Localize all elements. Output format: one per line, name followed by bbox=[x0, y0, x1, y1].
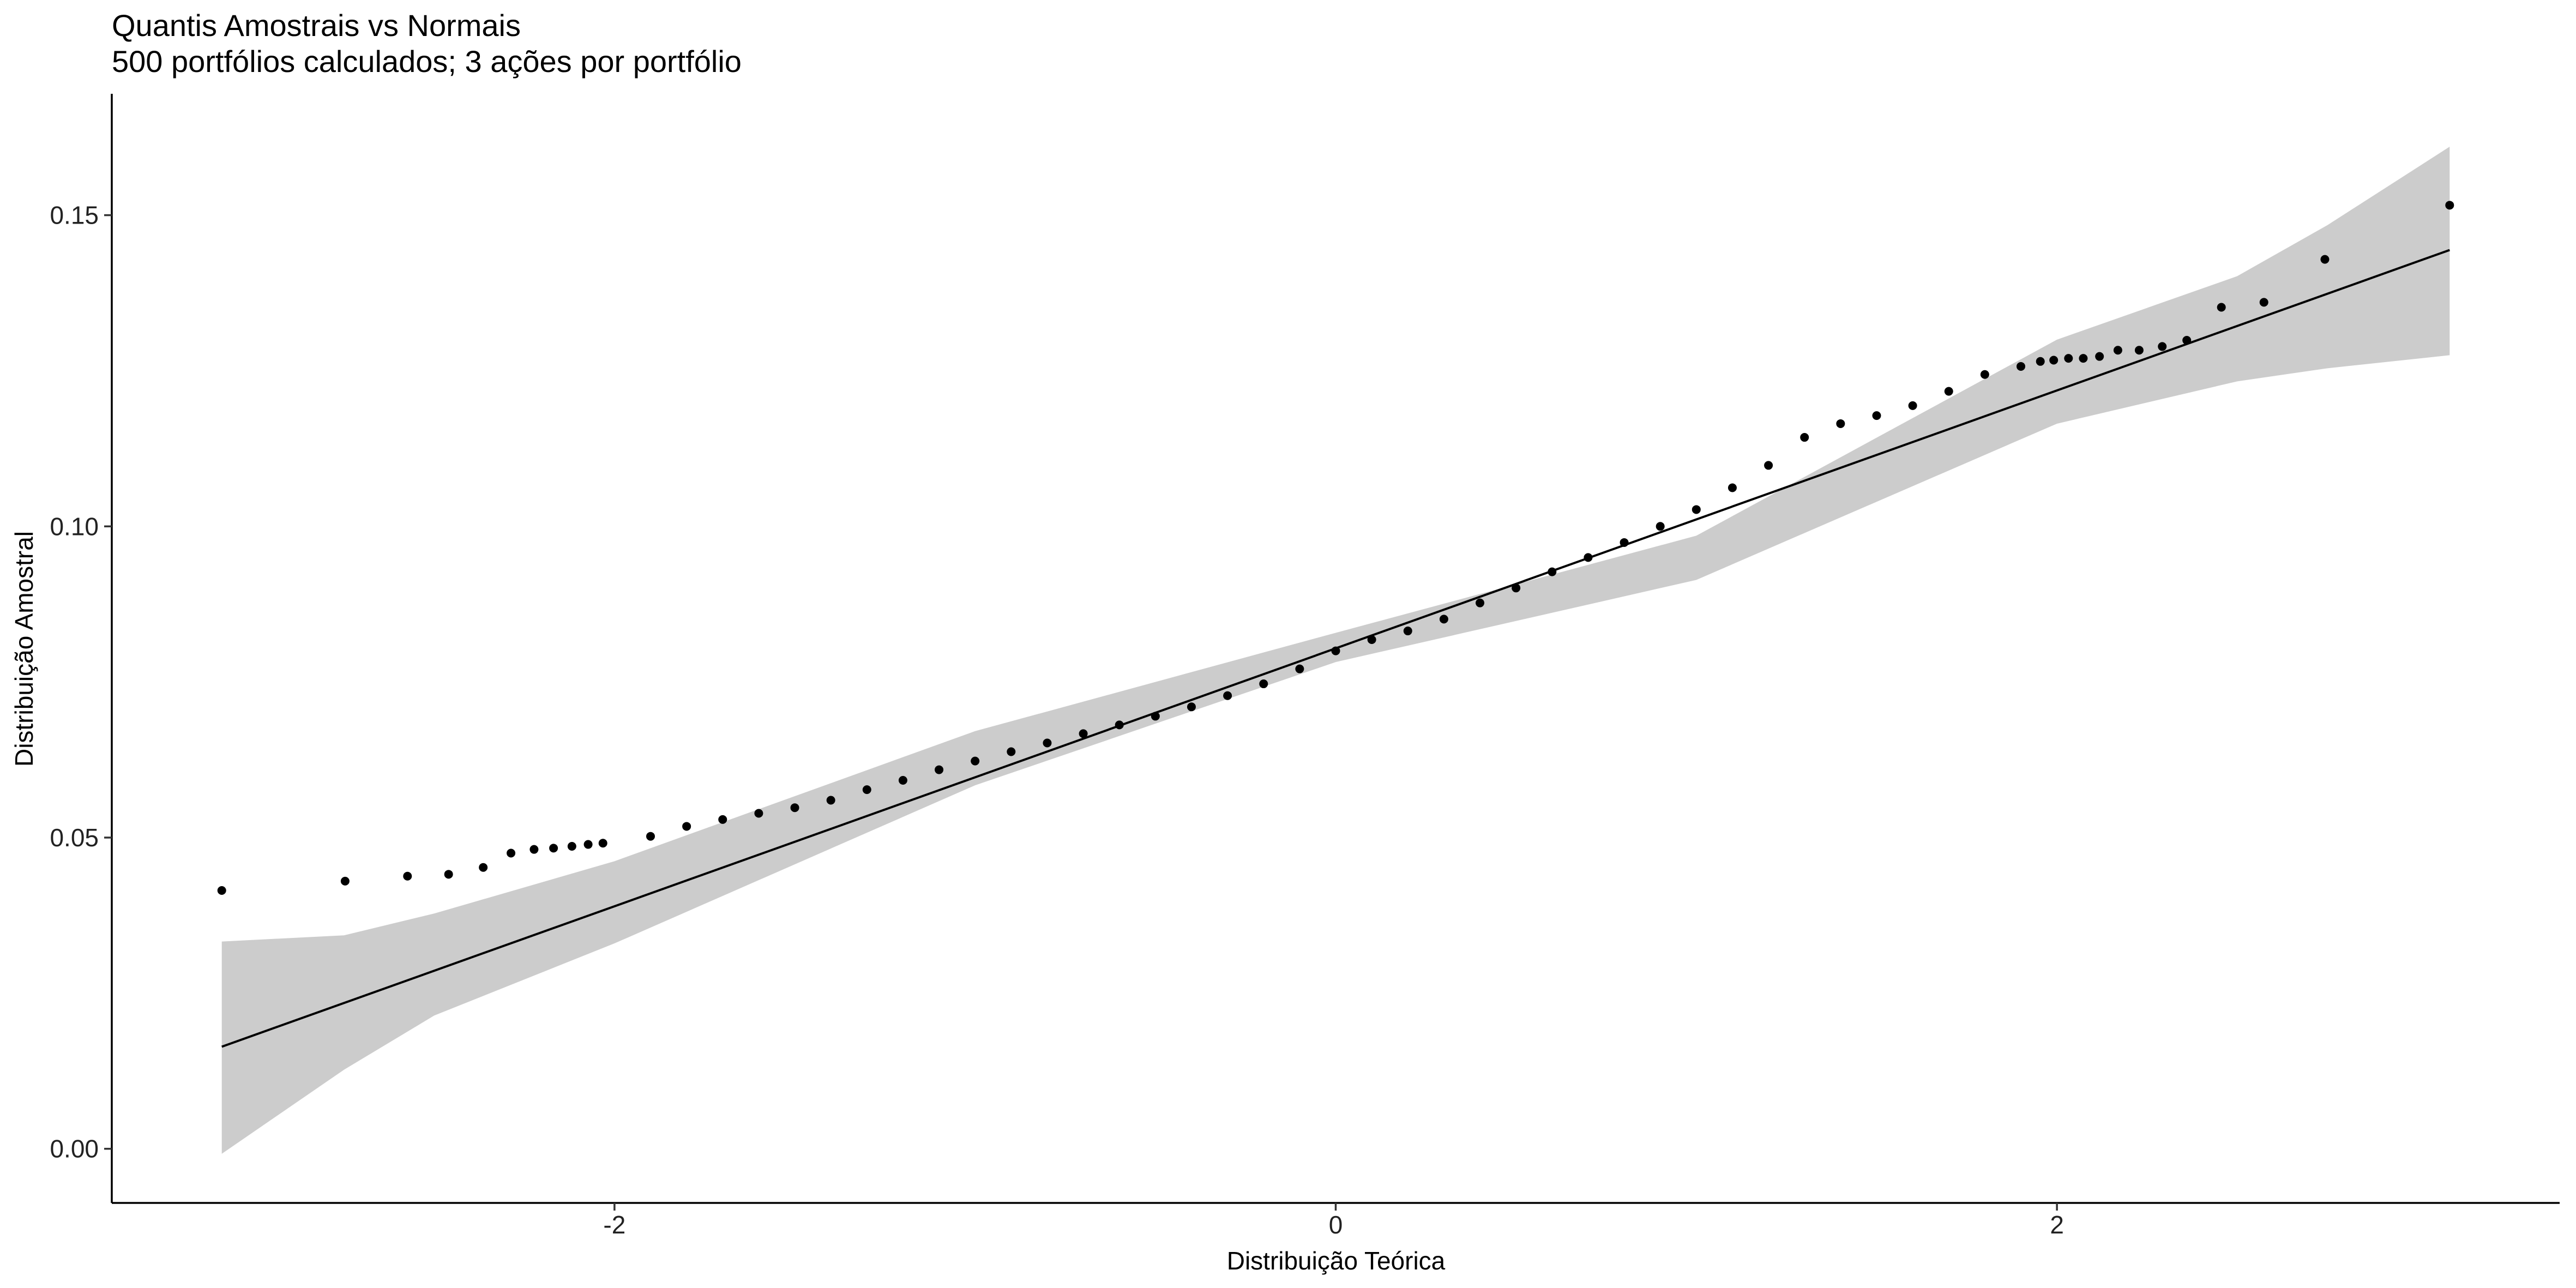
point bbox=[1331, 646, 1340, 655]
chart-subtitle: 500 portfólios calculados; 3 ações por p… bbox=[112, 44, 742, 79]
point bbox=[1728, 483, 1737, 492]
point bbox=[2217, 303, 2226, 312]
point bbox=[1872, 411, 1881, 420]
point bbox=[549, 844, 558, 853]
point bbox=[583, 840, 593, 849]
point bbox=[1295, 664, 1304, 673]
point bbox=[2134, 346, 2144, 355]
point bbox=[1476, 598, 1485, 607]
y-tick-label: 0.15 bbox=[50, 201, 99, 230]
point bbox=[1223, 691, 1232, 700]
chart-title: Quantis Amostrais vs Normais bbox=[112, 8, 521, 43]
point bbox=[718, 815, 727, 824]
point bbox=[1403, 627, 1412, 636]
point bbox=[1800, 433, 1809, 442]
point bbox=[1079, 729, 1088, 738]
point bbox=[2113, 346, 2122, 355]
y-tick-label: 0.00 bbox=[50, 1135, 99, 1163]
point bbox=[682, 822, 691, 831]
point bbox=[1980, 370, 1989, 379]
point bbox=[2095, 352, 2104, 361]
point bbox=[898, 775, 907, 785]
y-tick-label: 0.05 bbox=[50, 823, 99, 852]
point bbox=[1512, 583, 1521, 593]
point bbox=[1043, 738, 1052, 748]
point bbox=[479, 863, 488, 872]
point bbox=[2036, 357, 2045, 366]
x-tick-label: 2 bbox=[2050, 1211, 2064, 1239]
point bbox=[1367, 635, 1376, 645]
point bbox=[507, 848, 516, 858]
y-tick-label: 0.10 bbox=[50, 512, 99, 540]
point bbox=[1007, 747, 1016, 756]
point bbox=[1548, 567, 1557, 576]
point bbox=[1115, 720, 1124, 730]
point bbox=[1584, 553, 1593, 562]
point bbox=[1620, 538, 1629, 547]
point bbox=[971, 756, 980, 766]
point bbox=[2445, 201, 2454, 210]
point bbox=[2182, 336, 2192, 345]
point bbox=[1836, 419, 1845, 428]
point bbox=[1187, 702, 1196, 712]
point bbox=[2079, 354, 2088, 363]
point bbox=[935, 765, 944, 774]
point bbox=[2016, 362, 2025, 371]
point bbox=[1764, 461, 1773, 470]
point bbox=[444, 870, 453, 879]
point bbox=[646, 832, 655, 841]
point bbox=[862, 785, 871, 795]
point bbox=[1944, 387, 1953, 396]
point bbox=[1692, 505, 1701, 514]
point bbox=[340, 876, 350, 886]
point bbox=[2064, 354, 2073, 363]
point bbox=[826, 796, 835, 805]
point bbox=[567, 841, 576, 851]
point bbox=[754, 809, 763, 818]
point bbox=[217, 886, 226, 895]
x-axis-title: Distribuição Teórica bbox=[1227, 1247, 1446, 1275]
point bbox=[1259, 679, 1268, 689]
point bbox=[2158, 342, 2167, 351]
point bbox=[2259, 298, 2268, 307]
point bbox=[598, 839, 607, 848]
point bbox=[790, 803, 799, 812]
point bbox=[529, 845, 539, 854]
point bbox=[1151, 712, 1160, 721]
point bbox=[1908, 401, 1917, 410]
point bbox=[1656, 522, 1665, 531]
x-tick-label: 0 bbox=[1329, 1211, 1343, 1239]
point bbox=[403, 871, 412, 881]
point bbox=[2320, 255, 2330, 264]
x-tick-label: -2 bbox=[603, 1211, 625, 1239]
point bbox=[1439, 615, 1448, 624]
point bbox=[2049, 356, 2059, 365]
y-axis-title: Distribuição Amostral bbox=[10, 531, 38, 767]
